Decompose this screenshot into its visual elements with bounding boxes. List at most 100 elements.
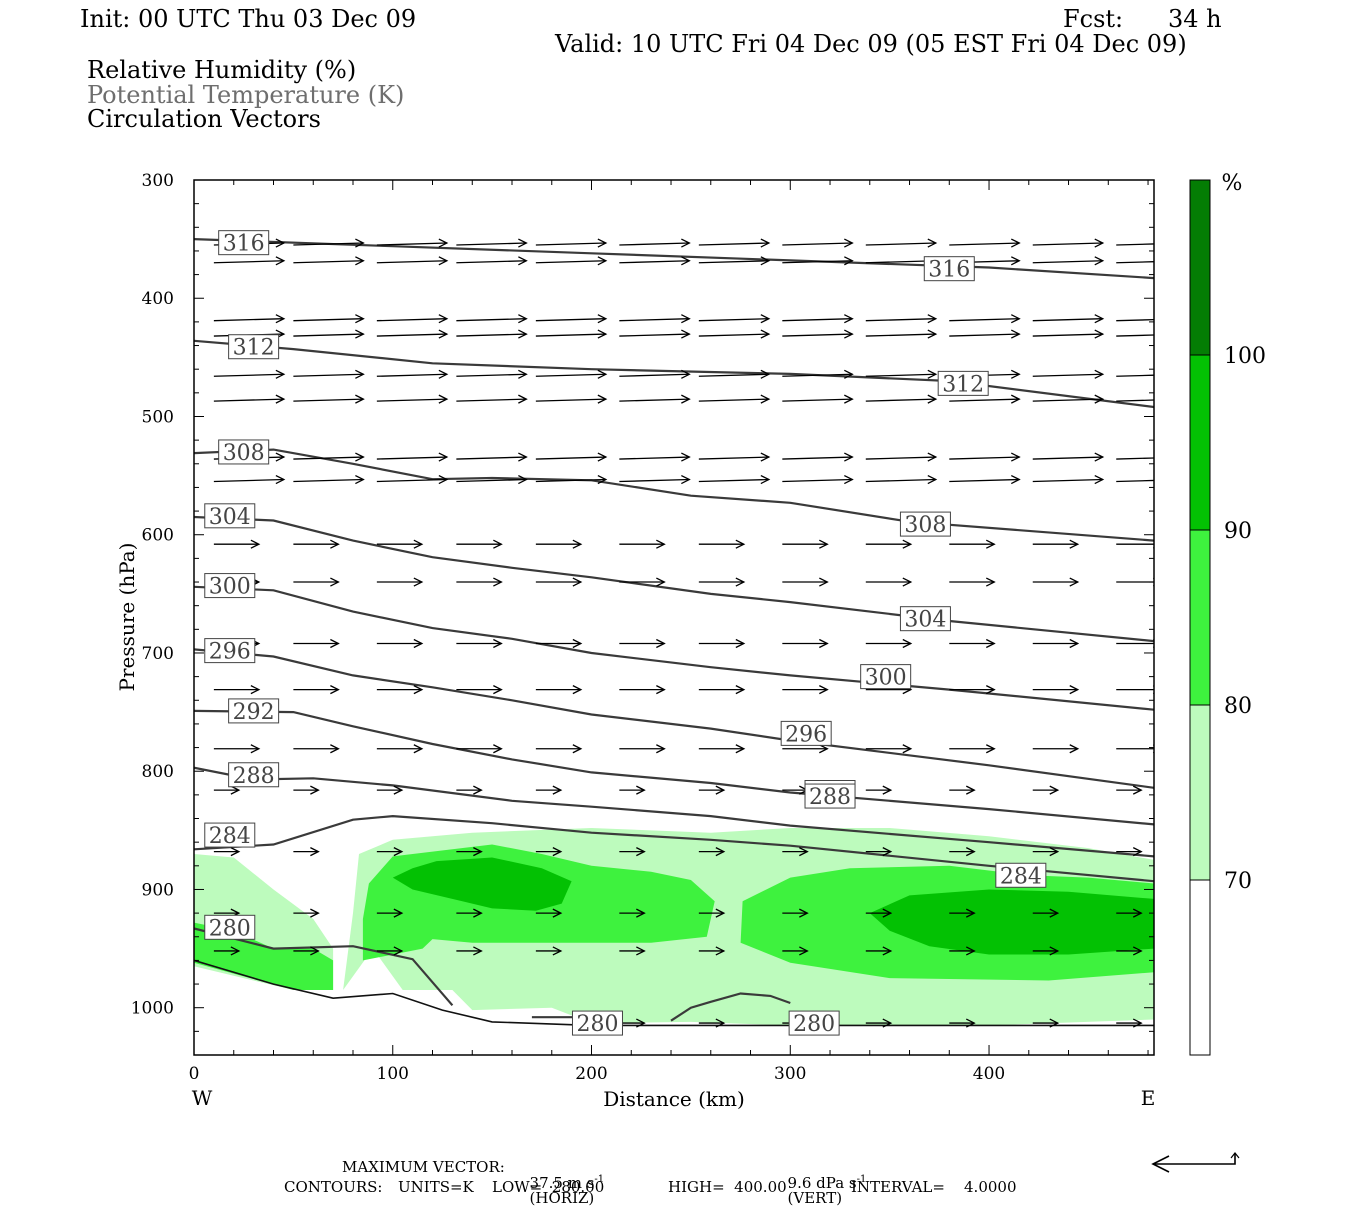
circulation-vector xyxy=(293,638,340,649)
legend-title-theta: Potential Temperature (K) xyxy=(87,81,405,109)
circulation-vector xyxy=(619,946,646,956)
circulation-vector xyxy=(782,256,854,266)
circulation-vector xyxy=(619,685,666,695)
colorbar-segment xyxy=(1189,704,1211,881)
contours-high: HIGH= 400.00 xyxy=(668,1178,787,1196)
x-tick-label: 300 xyxy=(774,1064,806,1084)
circulation-vector xyxy=(782,238,854,248)
circulation-vector xyxy=(949,847,976,857)
circulation-vector xyxy=(293,539,340,549)
circulation-vector xyxy=(698,744,746,754)
svg-text:280: 280 xyxy=(576,1012,618,1037)
circulation-vector xyxy=(213,744,261,754)
forecast-label: Fcst: xyxy=(1063,5,1124,33)
circulation-vector xyxy=(376,744,424,754)
circulation-vector xyxy=(456,946,483,956)
circulation-vector xyxy=(535,744,583,754)
circulation-vector xyxy=(456,256,528,266)
svg-text:308: 308 xyxy=(904,513,946,538)
circulation-vector xyxy=(1032,744,1080,754)
theta-contour-316 xyxy=(194,238,1154,280)
circulation-vector xyxy=(619,847,646,857)
reference-vector-icon xyxy=(1151,1152,1240,1173)
svg-text:316: 316 xyxy=(223,232,265,257)
theta-contour-288 xyxy=(194,766,1154,858)
circulation-vector xyxy=(376,238,449,248)
circulation-vector xyxy=(213,785,241,795)
circulation-vector xyxy=(949,744,996,754)
circulation-vector xyxy=(949,329,1021,339)
svg-text:280: 280 xyxy=(209,916,251,941)
circulation-vector xyxy=(213,946,241,956)
circulation-vector xyxy=(949,946,976,956)
contour-label: 280 xyxy=(204,914,256,941)
vert-exponent: -1 xyxy=(856,1174,867,1185)
circulation-vector xyxy=(456,314,528,324)
contour-label: 300 xyxy=(204,573,256,600)
circulation-vector xyxy=(535,369,608,379)
svg-text:312: 312 xyxy=(233,336,275,361)
contour-label: 316 xyxy=(923,256,975,283)
svg-text:304: 304 xyxy=(904,608,946,633)
circulation-vector xyxy=(456,744,503,754)
y-tick-label: 800 xyxy=(142,762,174,782)
circulation-vector xyxy=(376,847,404,857)
circulation-vector xyxy=(782,329,854,339)
circulation-vector xyxy=(1032,256,1105,266)
circulation-vector xyxy=(293,452,365,462)
circulation-vector xyxy=(535,908,563,918)
circulation-vector xyxy=(865,539,913,549)
theta-contour-292 xyxy=(194,709,1154,826)
circulation-vector xyxy=(376,685,424,695)
circulation-vector xyxy=(782,946,809,956)
circulation-vector xyxy=(698,314,771,324)
circulation-vector xyxy=(865,452,938,462)
circulation-vector xyxy=(213,369,286,379)
circulation-vector xyxy=(456,847,483,857)
circulation-vector xyxy=(865,638,913,649)
circulation-vector xyxy=(213,539,261,549)
circulation-vector xyxy=(865,847,893,857)
circulation-vector xyxy=(949,908,976,918)
circulation-vector xyxy=(376,329,449,339)
contour-label: 304 xyxy=(204,503,256,530)
circulation-vector xyxy=(865,946,893,956)
circulation-vector xyxy=(293,329,365,339)
contours-label: CONTOURS: xyxy=(284,1178,383,1196)
circulation-vector xyxy=(698,1018,726,1028)
circulation-vector xyxy=(293,314,365,324)
circulation-vector xyxy=(376,369,449,379)
circulation-vector xyxy=(865,314,938,324)
svg-text:292: 292 xyxy=(233,700,275,725)
circulation-vector xyxy=(1032,394,1105,404)
circulation-vector xyxy=(293,847,320,857)
svg-text:300: 300 xyxy=(209,575,251,600)
circulation-vector xyxy=(1116,946,1143,956)
max-vector-vert-value: 9.6 dPa s xyxy=(787,1174,857,1192)
circulation-vector xyxy=(782,638,829,649)
circulation-vector xyxy=(456,394,528,404)
contour-label: 300 xyxy=(860,664,912,691)
west-label: W xyxy=(192,1086,213,1110)
circulation-vector xyxy=(619,238,691,248)
y-tick-label: 900 xyxy=(142,880,174,900)
contour-label: 288 xyxy=(804,783,856,810)
circulation-vector xyxy=(949,638,996,649)
circulation-vector xyxy=(1032,908,1060,918)
theta-contour-280 xyxy=(670,992,791,1022)
cross-section-chart: 316 316 312 312 308 308 304 304 300 300 296 296 292 2… xyxy=(115,171,1266,1111)
contours-low: LOW= 280.00 xyxy=(492,1178,605,1196)
colorbar-segment xyxy=(1189,529,1211,706)
circulation-vector xyxy=(949,238,1021,248)
y-tick-label: 400 xyxy=(142,289,174,309)
circulation-vector xyxy=(949,539,996,549)
circulation-vector xyxy=(456,474,528,485)
circulation-vector xyxy=(535,452,608,462)
contour-label: 284 xyxy=(995,862,1047,889)
circulation-vector xyxy=(376,394,449,404)
circulation-vector xyxy=(535,577,583,587)
circulation-vector xyxy=(376,314,449,324)
circulation-vector xyxy=(213,474,286,485)
circulation-vector xyxy=(698,394,771,404)
circulation-vector xyxy=(1032,685,1080,695)
